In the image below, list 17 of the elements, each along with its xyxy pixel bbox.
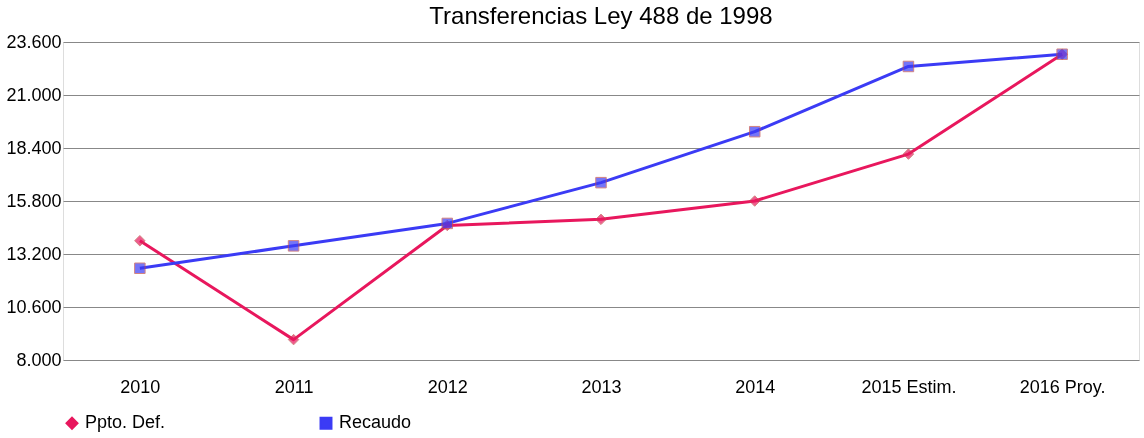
y-tick-label: 10.600 xyxy=(6,296,62,317)
x-tick-label: 2011 xyxy=(274,376,314,397)
x-tick-label: 2016 Proy. xyxy=(1019,376,1106,397)
legend-label: Ppto. Def. xyxy=(85,412,166,433)
y-tick-label: 23.600 xyxy=(6,31,62,52)
x-tick-label: 2012 xyxy=(427,376,468,397)
y-tick-label: 21.000 xyxy=(6,84,62,105)
y-tick-label: 15.800 xyxy=(6,190,62,211)
x-tick-label: 2015 Estim. xyxy=(861,376,957,397)
x-tick-label: 2014 xyxy=(735,376,776,397)
y-tick-label: 8.000 xyxy=(16,349,62,370)
chart-title: Transferencias Ley 488 de 1998 xyxy=(429,2,773,29)
y-tick-label: 13.200 xyxy=(6,243,62,264)
legend-label: Recaudo xyxy=(339,412,412,433)
y-tick-label: 18.400 xyxy=(6,137,62,158)
x-tick-label: 2013 xyxy=(581,376,622,397)
x-tick-label: 2010 xyxy=(120,376,161,397)
